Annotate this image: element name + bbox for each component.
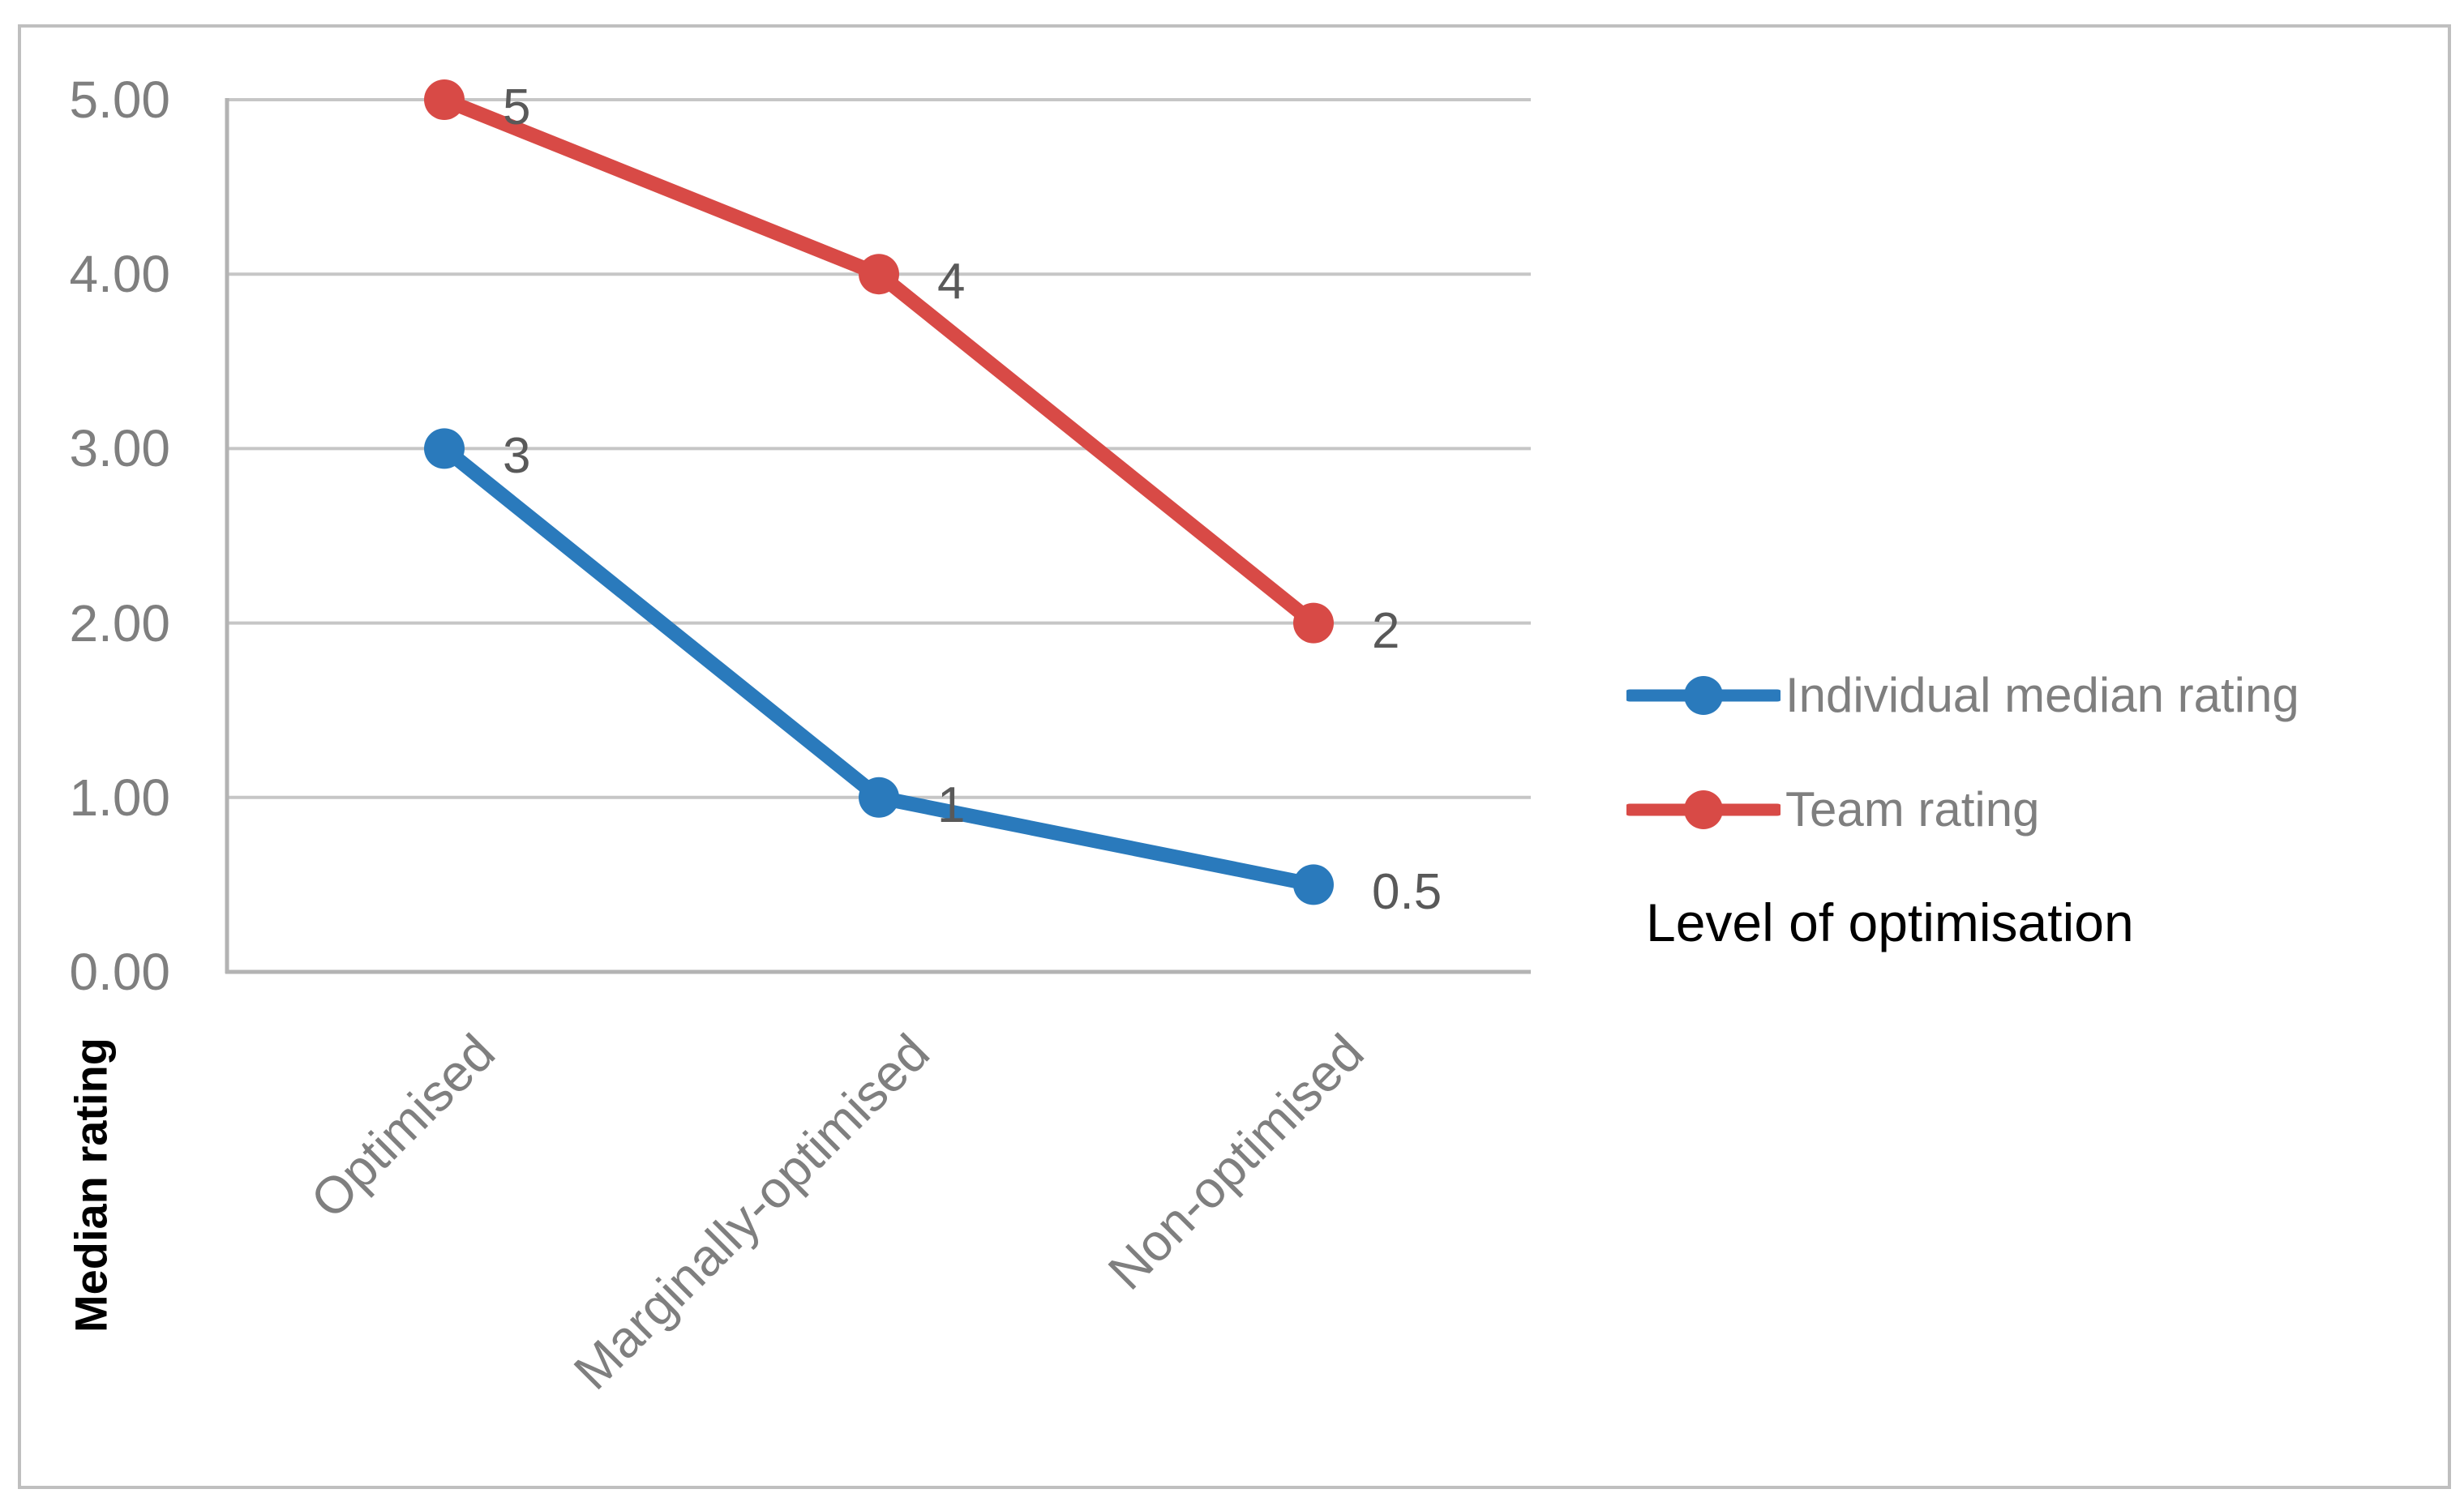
data-label: 1 (937, 777, 966, 833)
data-label: 5 (503, 79, 531, 135)
data-label: 2 (1372, 602, 1400, 659)
legend-label: Individual median rating (1785, 668, 2299, 722)
line-marker-icon (1626, 790, 1781, 829)
series-marker (1293, 602, 1334, 644)
series-marker (424, 428, 465, 469)
legend-label: Team rating (1785, 782, 2040, 837)
series-marker (859, 777, 899, 818)
y-tick-label: 0.00 (69, 943, 170, 1001)
series-marker (859, 254, 899, 295)
data-label: 0.5 (1372, 864, 1442, 921)
data-label: 3 (503, 428, 531, 485)
x-axis-title: Level of optimisation (1646, 892, 2134, 952)
y-tick-label: 4.00 (69, 245, 170, 304)
y-tick-label: 3.00 (69, 419, 170, 478)
y-tick-label: 2.00 (69, 593, 170, 653)
chart-border (18, 24, 2451, 1489)
data-label: 4 (937, 254, 966, 310)
y-axis-title: Median rating (65, 1037, 117, 1333)
y-tick-label: 5.00 (69, 71, 170, 129)
legend-item-team: Team rating (1626, 785, 2039, 834)
series-marker (424, 79, 465, 120)
line-marker-icon (1626, 676, 1781, 715)
y-tick-label: 1.00 (69, 768, 170, 827)
legend-item-individual: Individual median rating (1626, 671, 2299, 720)
series-marker (1293, 864, 1334, 905)
